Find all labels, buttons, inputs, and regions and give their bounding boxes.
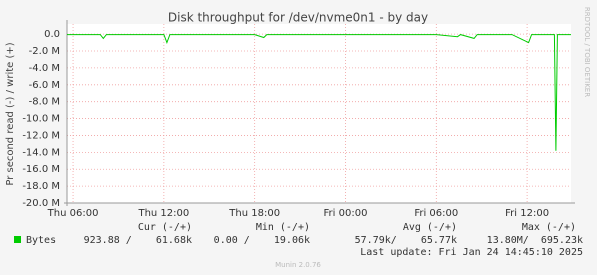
plot-area [67, 24, 571, 203]
y-tick-label: -16.0 M [22, 164, 60, 175]
y-tick-label: 0.0 [44, 29, 60, 40]
side-text: RRDTOOL / TOBI OETIKER [583, 7, 591, 97]
x-tick-label: Fri 00:00 [324, 208, 368, 219]
y-tick-label: -12.0 M [22, 130, 60, 141]
legend-label: Bytes [26, 235, 56, 246]
legend-header: Max (-/+) [522, 222, 576, 233]
y-tick-label: -6.0 M [29, 80, 60, 91]
footer: Munin 2.0.76 [275, 261, 321, 269]
x-tick-label: Thu 12:00 [137, 208, 189, 219]
y-tick-label: -2.0 M [29, 46, 60, 57]
y-tick-label: -10.0 M [22, 114, 60, 125]
y-tick-label: -8.0 M [29, 97, 60, 108]
x-tick-label: Fri 12:00 [505, 208, 549, 219]
y-tick-label: -18.0 M [22, 181, 60, 192]
x-tick-label: Thu 06:00 [47, 208, 99, 219]
y-tick-label: -4.0 M [29, 63, 60, 74]
legend-value: 13.80M/ 695.23k [487, 235, 583, 246]
x-tick-label: Fri 06:00 [414, 208, 458, 219]
chart-title: Disk throughput for /dev/nvme0n1 - by da… [168, 11, 428, 25]
y-tick-label: -20.0 M [22, 198, 60, 209]
x-tick-label: Thu 18:00 [228, 208, 280, 219]
legend-value: 0.00 / 19.06k [214, 235, 310, 246]
last-update: Last update: Fri Jan 24 14:45:10 2025 [360, 247, 583, 258]
y-tick-label: -14.0 M [22, 147, 60, 158]
legend-header: Cur (-/+) [138, 222, 192, 233]
y-axis-label: Pr second read (-) / write (+) [5, 42, 16, 185]
legend-value: 923.88 / 61.68k [84, 235, 192, 246]
legend-header: Min (-/+) [256, 222, 310, 233]
data-line [67, 34, 571, 151]
legend-swatch [14, 236, 21, 243]
legend-header: Avg (-/+) [403, 222, 457, 233]
legend-value: 57.79k/ 65.77k [355, 235, 457, 246]
